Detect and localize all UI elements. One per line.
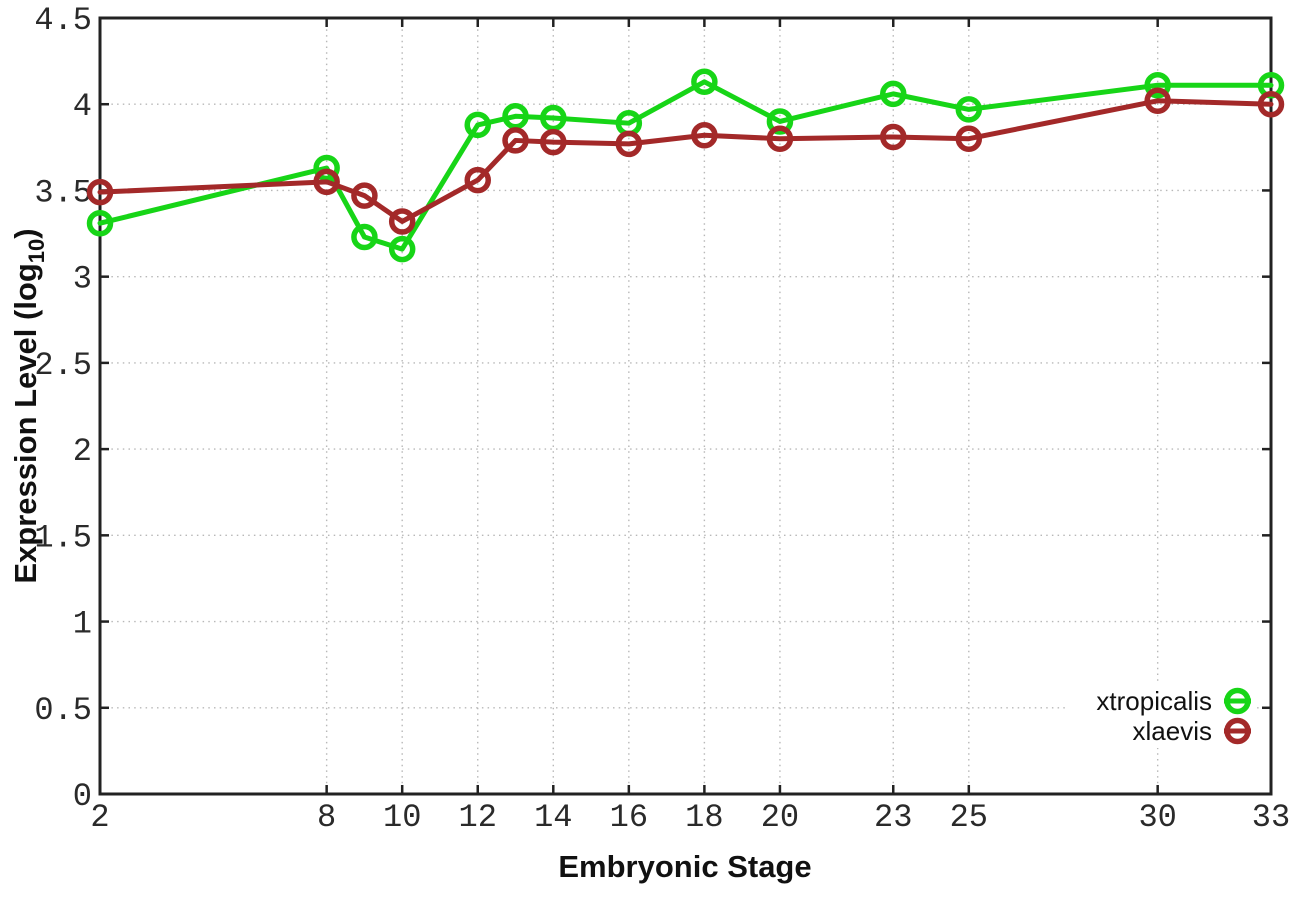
y-tick-label: 4.5 — [34, 2, 92, 39]
y-axis-title-close: ) — [8, 228, 43, 238]
data-point-xtropicalis — [86, 209, 114, 237]
legend: xtropicalis xlaevis — [1066, 684, 1256, 748]
data-point-xlaevis — [1144, 87, 1171, 115]
data-point-xlaevis — [464, 166, 491, 194]
x-axis-title: Embryonic Stage — [558, 849, 811, 884]
x-tick-label: 25 — [950, 799, 988, 836]
data-point-xlaevis — [502, 127, 529, 154]
data-point-xtropicalis — [464, 111, 491, 139]
y-tick-label: 0.5 — [34, 692, 92, 729]
x-tick-label: 23 — [874, 799, 912, 836]
data-point-xlaevis — [540, 128, 567, 156]
data-point-xtropicalis — [1144, 72, 1171, 99]
data-point-xtropicalis — [313, 154, 340, 182]
x-tick-label: 18 — [685, 799, 723, 836]
data-point-xtropicalis — [880, 80, 907, 108]
legend-marker-xtropicalis — [1224, 687, 1251, 715]
y-axis-title-main: Expression Level (log — [8, 263, 43, 583]
series-line-xtropicalis — [97, 79, 1274, 252]
x-tick-label: 16 — [610, 799, 648, 836]
data-point-xlaevis — [388, 208, 416, 235]
x-tick-label: 2 — [90, 799, 109, 836]
data-point-xlaevis — [313, 168, 340, 196]
data-point-xlaevis — [351, 182, 378, 209]
y-tick-label: 0 — [73, 778, 92, 815]
axes-layer: 2 8 10 12 14 16 18 20 23 25 30 33 0 0.5 1 1.5 2 2.5 3 3.5 4 4… — [34, 2, 1290, 836]
plot-border — [98, 16, 1273, 796]
series-layer — [86, 68, 1285, 263]
data-point-xlaevis — [955, 125, 983, 152]
y-tick-label: 2 — [73, 433, 92, 470]
x-tick-label: 8 — [317, 799, 336, 836]
data-point-xlaevis — [615, 130, 643, 158]
data-point-xtropicalis — [351, 223, 378, 251]
data-point-xlaevis — [86, 178, 114, 206]
legend-label-xtropicalis: xtropicalis — [1096, 686, 1212, 716]
y-tick-label: 3 — [73, 261, 92, 298]
y-tick-label: 3.5 — [34, 174, 92, 211]
data-point-xtropicalis — [955, 96, 983, 123]
y-tick-label: 2.5 — [34, 347, 92, 384]
gridlines-layer — [100, 18, 1271, 794]
legend-marker-xlaevis — [1224, 717, 1251, 745]
y-tick-label: 4 — [73, 88, 92, 125]
data-point-xlaevis — [1257, 90, 1285, 118]
x-tick-label: 14 — [534, 799, 572, 836]
y-tick-label: 1.5 — [34, 519, 92, 556]
x-tick-label: 20 — [761, 799, 799, 836]
data-point-xlaevis — [880, 123, 907, 151]
y-axis-title-subscript: 10 — [24, 239, 49, 263]
data-point-xtropicalis — [502, 103, 529, 130]
x-tick-label: 12 — [459, 799, 497, 836]
data-point-xlaevis — [691, 122, 718, 149]
y-tick-label: 1 — [73, 606, 92, 643]
x-tick-label: 10 — [383, 799, 421, 836]
data-point-xtropicalis — [766, 108, 794, 135]
series-line-xlaevis — [97, 98, 1274, 224]
x-tick-label: 33 — [1252, 799, 1290, 836]
x-tick-label: 30 — [1138, 799, 1176, 836]
data-point-xtropicalis — [691, 68, 718, 96]
data-point-xlaevis — [766, 125, 794, 152]
legend-label-xlaevis: xlaevis — [1133, 716, 1212, 746]
data-point-xtropicalis — [388, 235, 416, 263]
data-point-xtropicalis — [540, 104, 567, 132]
legend-background — [1066, 684, 1256, 748]
y-axis-title: Expression Level (log10) — [8, 228, 49, 583]
